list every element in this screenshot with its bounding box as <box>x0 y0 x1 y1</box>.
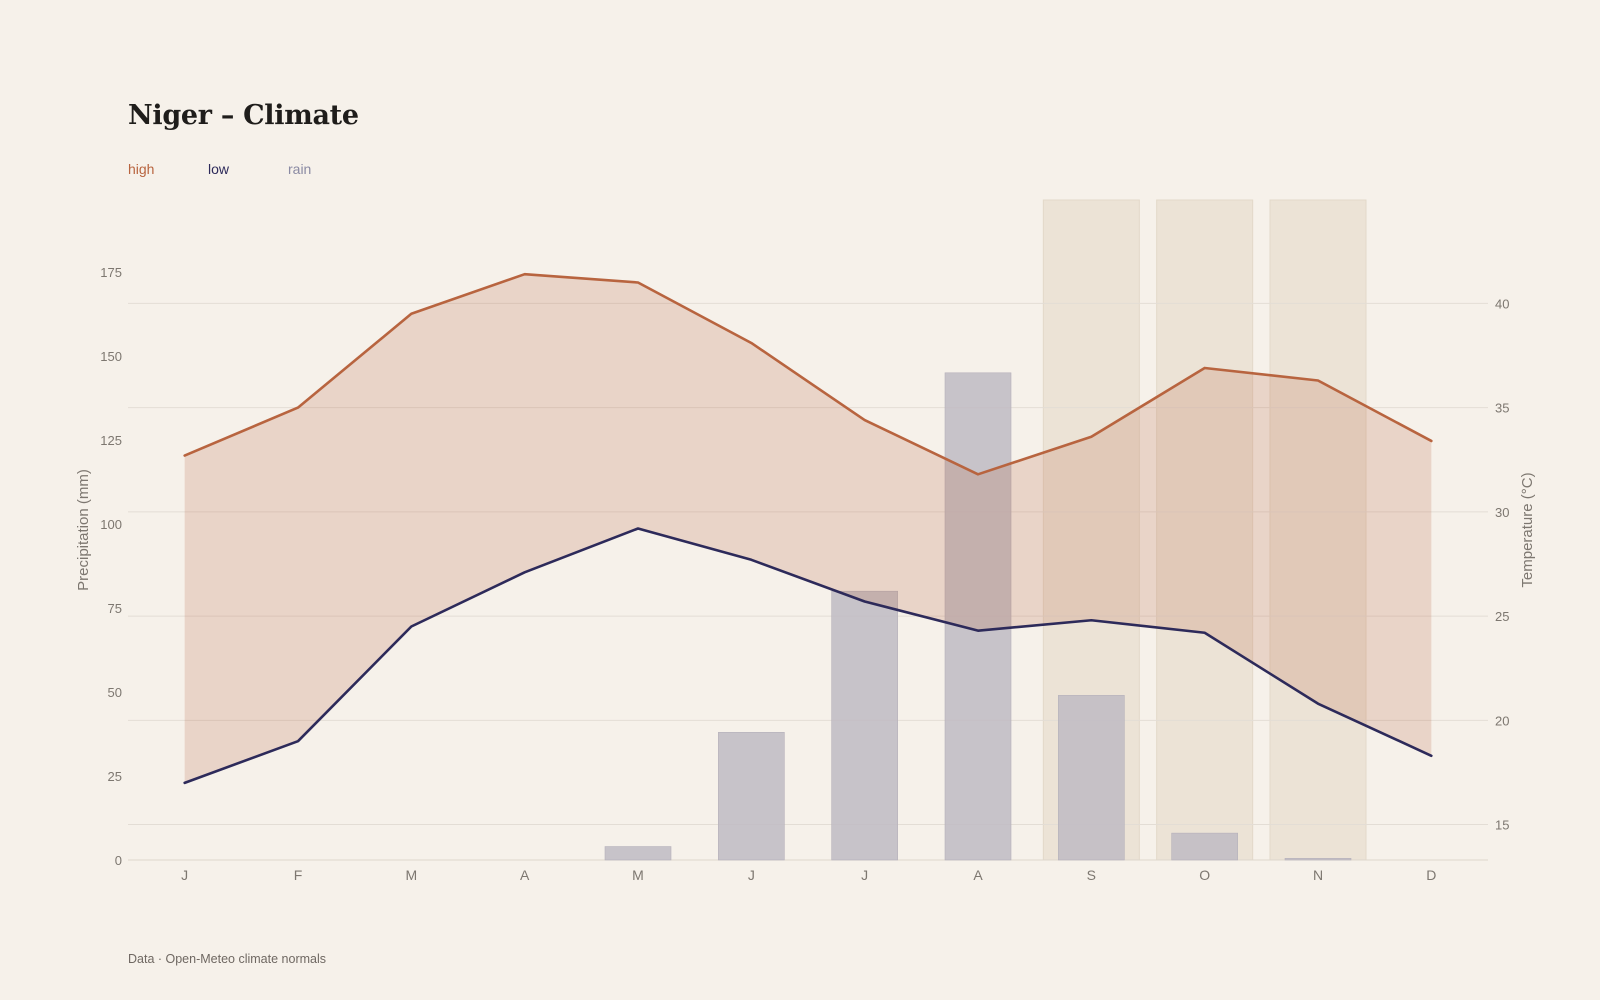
rain-bars <box>604 372 1352 861</box>
axes: J F M A M J J A S O N D 0 25 50 75 100 125 150 175 15 20 25 30 3… <box>75 265 1536 883</box>
x-tick-label: J <box>861 867 868 883</box>
rain-bar <box>718 732 785 861</box>
left-tick-label: 25 <box>108 769 122 784</box>
rain-bar <box>1058 695 1125 861</box>
highlight-band-N <box>1269 199 1367 861</box>
low-temperature-line <box>183 527 1433 785</box>
right-tick-label: 15 <box>1495 818 1509 833</box>
rain-bar <box>1171 832 1238 861</box>
x-tick-label: A <box>973 867 983 883</box>
x-tick-label: F <box>294 867 303 883</box>
left-tick-label: 50 <box>108 685 122 700</box>
x-tick-label: O <box>1199 867 1210 883</box>
right-tick-label: 25 <box>1495 609 1509 624</box>
x-tick-label: A <box>520 867 530 883</box>
legend-item-rain: rain <box>288 161 312 177</box>
rain-bar <box>1284 858 1352 861</box>
rain-bar <box>604 846 672 861</box>
right-axis-title: Temperature (°C) <box>1519 472 1536 587</box>
right-tick-label: 30 <box>1495 505 1509 520</box>
left-tick-label: 75 <box>108 601 122 616</box>
highlight-band-O <box>1156 199 1254 861</box>
rain-bar <box>944 372 1012 861</box>
left-tick-label: 150 <box>100 349 122 364</box>
right-tick-label: 40 <box>1495 296 1509 311</box>
left-tick-label: 175 <box>100 265 122 280</box>
left-tick-label: 0 <box>115 853 122 868</box>
x-tick-label: M <box>632 867 644 883</box>
high-temperature-line <box>183 272 1433 476</box>
left-tick-label: 125 <box>100 433 122 448</box>
right-tick-label: 35 <box>1495 401 1509 416</box>
x-tick-label: N <box>1313 867 1323 883</box>
temperature-lines <box>183 272 1433 785</box>
x-tick-label: J <box>181 867 188 883</box>
legend-item-high: high <box>128 161 155 177</box>
chart-title: Niger – Climate <box>128 100 359 131</box>
x-tick-label: M <box>405 867 417 883</box>
right-tick-label: 20 <box>1495 713 1509 728</box>
x-tick-label: J <box>748 867 755 883</box>
legend-item-low: low <box>208 161 230 177</box>
rain-bar <box>831 590 898 861</box>
grid-lines <box>128 302 1488 861</box>
left-axis-title: Precipitation (mm) <box>75 469 92 591</box>
temperature-range-fill <box>184 274 1432 783</box>
left-tick-label: 100 <box>100 517 122 532</box>
x-tick-label: D <box>1426 867 1436 883</box>
x-tick-label: S <box>1087 867 1096 883</box>
source-note: Data · Open-Meteo climate normals <box>128 952 326 966</box>
temperature-range-area <box>184 274 1432 783</box>
